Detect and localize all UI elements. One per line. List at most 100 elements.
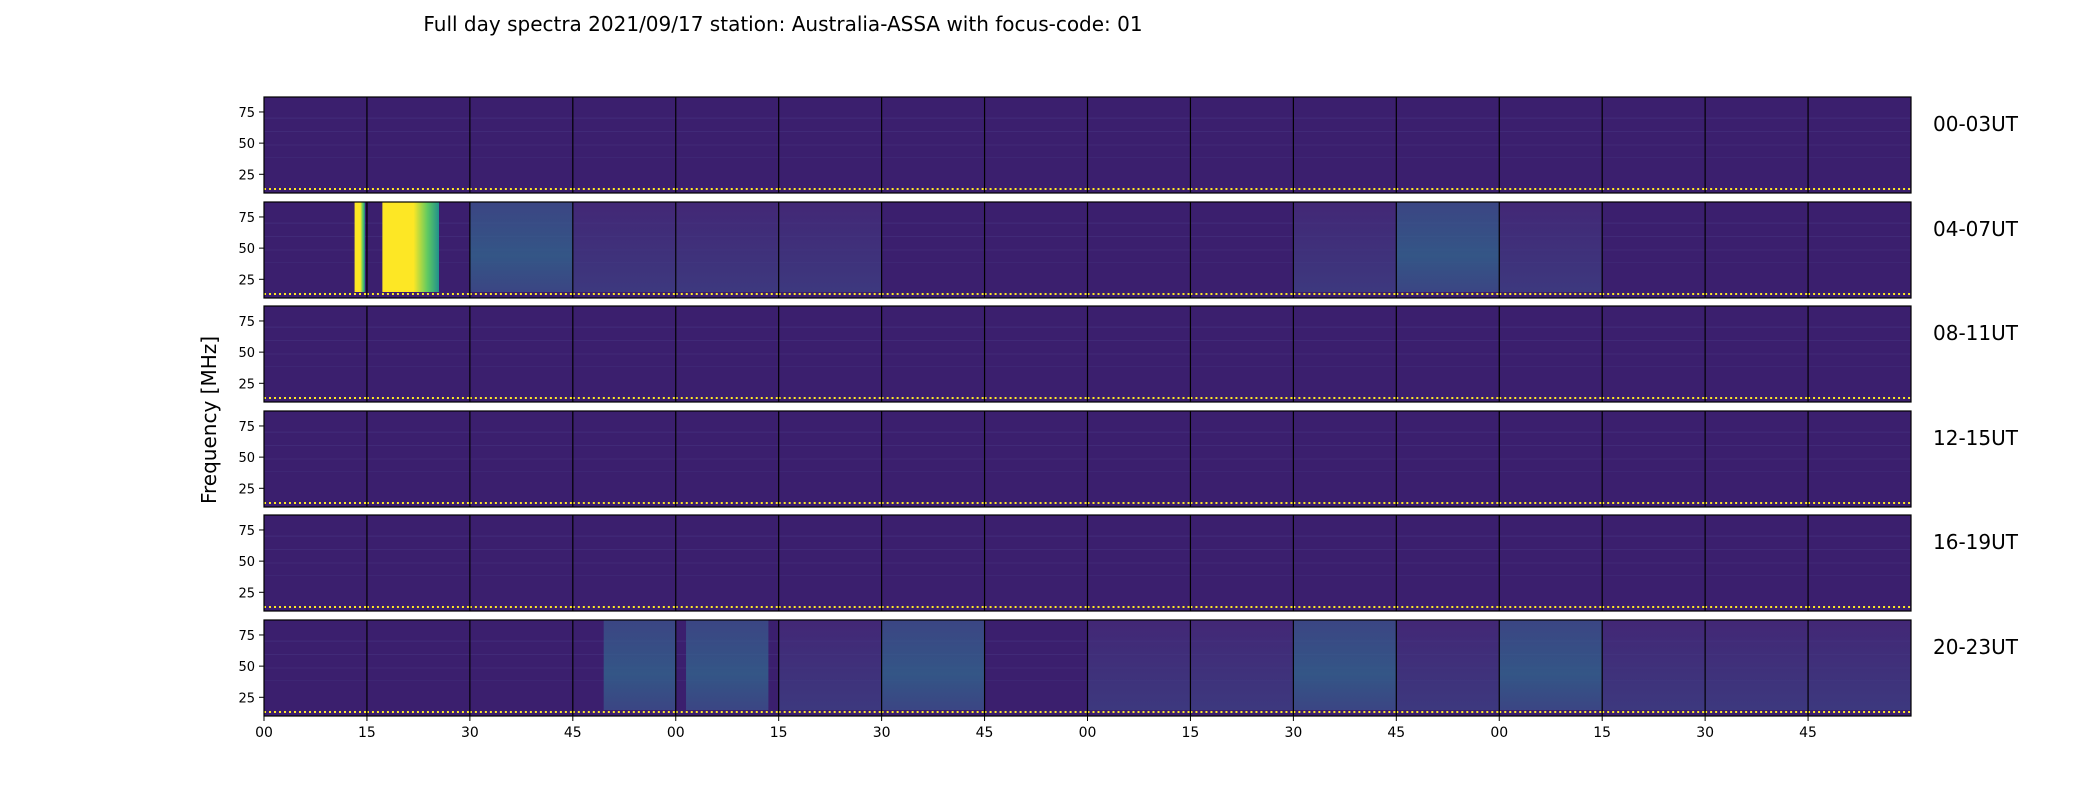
spectrum-panel (1396, 97, 1500, 193)
spectrum-panel (1190, 202, 1294, 298)
spectrum-panel (572, 97, 676, 193)
y-tick-label: 25 (238, 168, 255, 183)
spectrum-panel (366, 620, 470, 716)
spectrum-panel (881, 411, 985, 507)
burst-region (881, 620, 985, 710)
spectrum-panel (264, 411, 367, 507)
spectrum-panel (1396, 306, 1500, 402)
burst-region (1293, 620, 1397, 710)
y-tick-label: 50 (238, 137, 255, 152)
spectra-row: 25 50 75 00-03UT (238, 96, 2019, 194)
burst-region (675, 202, 779, 292)
spectrum-panel (675, 306, 779, 402)
row-label: 00-03UT (1933, 112, 2019, 136)
spectrum-panel (1705, 411, 1809, 507)
spectrum-panel (264, 620, 367, 716)
spectrum-panel (1602, 515, 1706, 611)
spectrum-panel (1087, 411, 1191, 507)
burst-region (1808, 620, 1911, 710)
spectra-row: 25 50 75 20-23UT (238, 619, 2019, 717)
spectrum-panel (778, 97, 882, 193)
x-tick-label: 15 (1593, 725, 1611, 741)
spectrum-panel (1602, 97, 1706, 193)
spectrum-panel (675, 411, 779, 507)
spectra-row: 25 50 75 12-15UT (238, 410, 2019, 508)
row-frame (263, 410, 1912, 508)
spectrum-panel (1602, 202, 1706, 298)
spectrum-panel (366, 411, 470, 507)
y-tick-label: 50 (238, 555, 255, 570)
burst-region (354, 202, 365, 292)
burst-region (1499, 202, 1603, 292)
spectrum-panel (1705, 202, 1809, 298)
spectrum-panel (984, 620, 1088, 716)
spectrum-panel (1293, 97, 1397, 193)
spectrum-panel (366, 306, 470, 402)
x-tick-label: 00 (1079, 725, 1097, 741)
row-label: 08-11UT (1933, 321, 2019, 345)
y-tick-label: 75 (238, 211, 255, 226)
burst-region (382, 202, 439, 292)
y-tick-label: 75 (238, 524, 255, 539)
spectrum-panel (778, 515, 882, 611)
spectrum-panel (984, 515, 1088, 611)
x-tick-label: 30 (1696, 725, 1714, 741)
spectrum-panel (1602, 306, 1706, 402)
row-label: 16-19UT (1933, 530, 2019, 554)
spectrum-panel (1190, 515, 1294, 611)
spectrum-panel (1396, 515, 1500, 611)
spectrum-panel (984, 411, 1088, 507)
spectra-row: 25 50 75 16-19UT (238, 514, 2019, 612)
x-tick-label: 00 (1490, 725, 1508, 741)
burst-region (686, 620, 769, 710)
x-tick-label: 00 (255, 725, 273, 741)
spectra-row: 25 50 75 08-11UT (238, 305, 2019, 403)
spectrum-panel (1602, 411, 1706, 507)
burst-region (1396, 202, 1500, 292)
spectrum-panel (469, 620, 573, 716)
spectrum-panel (1087, 515, 1191, 611)
spectrum-panel (1087, 306, 1191, 402)
spectrum-panel (1396, 411, 1500, 507)
row-label: 20-23UT (1933, 635, 2019, 659)
spectrum-panel (1705, 306, 1809, 402)
spectrum-panel (572, 306, 676, 402)
spectrum-panel (1293, 515, 1397, 611)
y-tick-label: 25 (238, 377, 255, 392)
spectrum-panel (881, 515, 985, 611)
y-tick-label: 25 (238, 586, 255, 601)
x-tick-label: 45 (976, 725, 994, 741)
y-tick-label: 25 (238, 482, 255, 497)
spectrum-panel (572, 411, 676, 507)
spectrum-panel (675, 97, 779, 193)
burst-region (603, 620, 676, 710)
y-tick-label: 50 (238, 346, 255, 361)
y-tick-label: 75 (238, 106, 255, 121)
x-tick-label: 30 (1284, 725, 1302, 741)
spectrum-panel (1808, 202, 1911, 298)
spectrum-panel (1190, 306, 1294, 402)
burst-region (1087, 620, 1191, 710)
spectrum-panel (778, 411, 882, 507)
spectrum-panel (264, 202, 367, 298)
burst-region (1499, 620, 1603, 710)
spectrum-panel (469, 515, 573, 611)
spectrum-panel (469, 97, 573, 193)
burst-region (1293, 202, 1397, 292)
spectrum-panel (881, 97, 985, 193)
burst-region (778, 620, 882, 710)
spectrum-panel (1808, 306, 1911, 402)
x-tick-label: 45 (1387, 725, 1405, 741)
spectrum-panel (264, 515, 367, 611)
spectrum-panel (366, 515, 470, 611)
spectrum-panel (1808, 97, 1911, 193)
row-frame (263, 96, 1912, 194)
spectrum-panel (264, 306, 367, 402)
y-axis-label: Frequency [MHz] (197, 336, 221, 504)
burst-region (1396, 620, 1500, 710)
x-tick-label: 30 (873, 725, 891, 741)
y-tick-label: 25 (238, 691, 255, 706)
spectrum-panel (1705, 515, 1809, 611)
spectrum-panel (1293, 411, 1397, 507)
